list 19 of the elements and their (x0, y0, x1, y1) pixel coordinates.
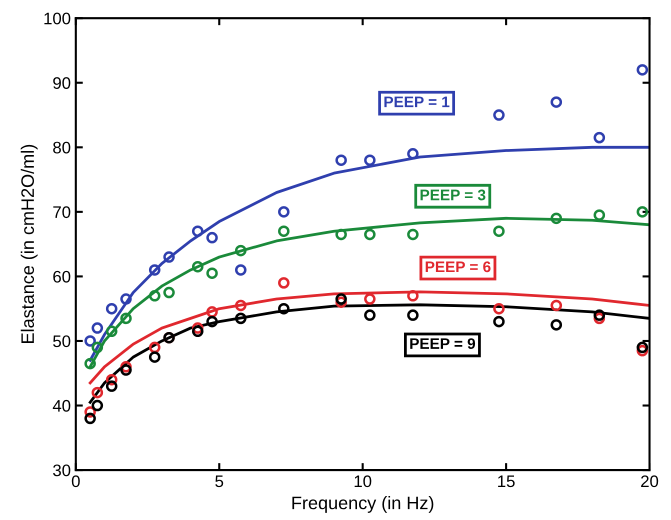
y-tick-label: 60 (53, 270, 70, 283)
x-tick-label: 20 (641, 475, 658, 488)
x-tick-label: 5 (215, 476, 224, 488)
x-axis-title: Frequency (in Hz) (292, 496, 434, 513)
y-axis-title: Elastance (in cmH2O/ml) (20, 144, 38, 343)
x-tick-label: 0 (72, 475, 80, 488)
y-tick-label: 100 (44, 12, 70, 24)
y-tick-label: 30 (53, 464, 70, 476)
text: PEEP = 9 (410, 338, 476, 350)
y-tick-label: 70 (53, 206, 70, 218)
x-tick-label: 10 (354, 475, 372, 488)
series-label: PEEP = 3 (420, 190, 486, 200)
y-tick-label: 40 (52, 400, 70, 412)
y-tick-label: 90 (53, 77, 70, 89)
y-tick-label: 80 (53, 142, 70, 154)
series-label: PEEP = 6 (426, 261, 491, 272)
text: PEEP = 1 (384, 96, 450, 108)
y-tick-label: 50 (53, 335, 70, 348)
x-tick-label: 15 (498, 476, 515, 488)
